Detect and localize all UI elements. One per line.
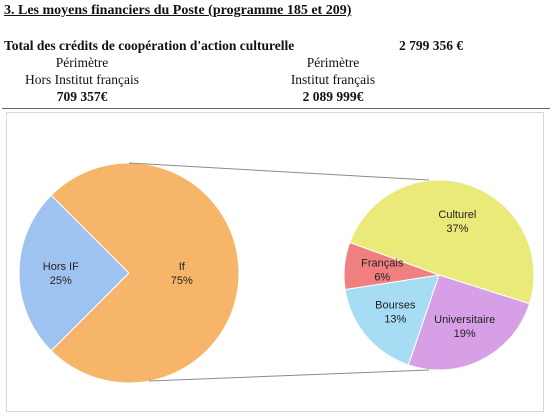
perimeter-amount: 2 089 999€ — [302, 89, 364, 104]
pie-slice-culturel — [349, 179, 535, 305]
section-title: 3. Les moyens financiers du Poste (progr… — [4, 3, 352, 18]
perimeter-subtitle: Institut français — [290, 72, 376, 87]
perimeter-title: Périmètre — [306, 55, 360, 70]
pie-label-hors-if: Hors IF 25% — [43, 261, 79, 287]
connector-line-top — [128, 162, 430, 181]
connector-line-bottom — [148, 369, 430, 382]
pie-slice-francais — [343, 241, 440, 291]
perimeter-amount: 709 357€ — [56, 89, 108, 104]
perimeter-if: Périmètre Institut français 2 089 999€ — [233, 54, 433, 105]
chart-canvas: Hors IF 25% If 75% Culturel 37% Universitaire 1… — [18, 162, 535, 384]
pie-slice-universitaire — [407, 274, 531, 371]
pie-slice-if — [50, 162, 240, 384]
perimeter-hors-if: Périmètre Hors Institut français 709 357… — [0, 54, 182, 105]
total-credits-label: Total des crédits de coopération d'actio… — [4, 38, 295, 53]
pie-label-bourses: Bourses 13% — [375, 300, 416, 326]
pie-of-pie-chart: Hors IF 25% If 75% Culturel 37% Universitaire 1… — [6, 112, 544, 412]
total-credits-amount: 2 799 356 € — [399, 38, 464, 53]
pie-label-francais: Français 6% — [361, 257, 404, 283]
perimeter-subtitle: Hors Institut français — [25, 72, 139, 87]
pie-label-culturel: Culturel 37% — [438, 209, 476, 235]
pie-slice-bourses — [344, 274, 440, 366]
pie-label-if: If 75% — [171, 261, 193, 287]
pie-label-universitaire: Universitaire 19% — [434, 314, 495, 340]
divider-line — [2, 108, 550, 109]
perimeter-title: Périmètre — [55, 55, 109, 70]
pie-slice-hors-if — [18, 194, 130, 352]
